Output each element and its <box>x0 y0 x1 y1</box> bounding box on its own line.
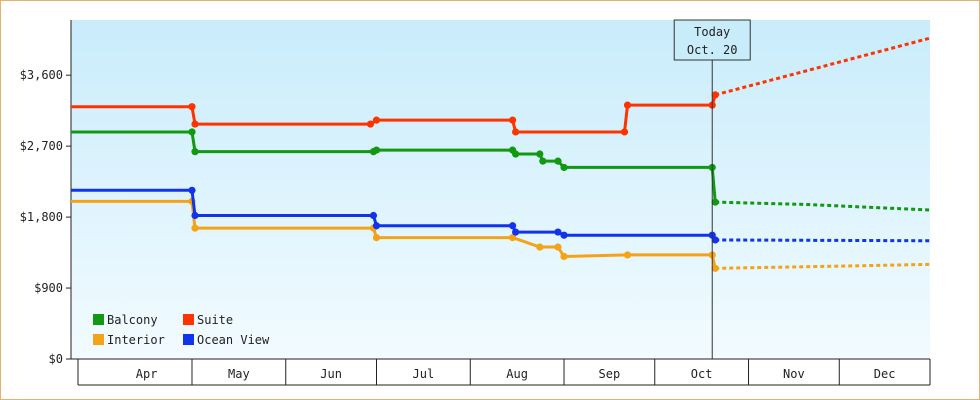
y-axis: $0 $900 $1,800 $2,700 $3,600 <box>20 20 72 366</box>
legend-label-interior: Interior <box>107 333 165 347</box>
legend: Balcony Suite Interior Ocean View <box>93 313 270 347</box>
data-point-balcony <box>512 150 520 158</box>
data-point-ocean-view <box>369 211 378 220</box>
legend-label-suite: Suite <box>197 313 233 327</box>
data-point-suite <box>620 128 629 136</box>
series-layer <box>71 36 931 272</box>
x-tick-label: Sep <box>599 367 621 381</box>
data-point-suite <box>191 120 199 128</box>
legend-swatch-ocean-view <box>183 334 194 345</box>
data-point-interior <box>508 233 517 242</box>
forecast-line-ocean-view <box>715 238 931 243</box>
data-point-balcony <box>188 128 196 136</box>
today-box <box>673 19 751 61</box>
data-point-interior <box>536 243 544 251</box>
y-tick-label: $3,600 <box>20 68 63 82</box>
data-point-balcony <box>191 148 199 156</box>
x-tick-label: Jul <box>413 367 435 381</box>
x-tick-label: Apr <box>136 367 158 381</box>
data-point-ocean-view <box>372 222 381 230</box>
data-point-ocean-view <box>560 231 568 239</box>
data-point-suite <box>372 116 381 124</box>
legend-label-ocean-view: Ocean View <box>197 333 270 347</box>
data-point-suite <box>366 120 375 128</box>
today-date: Oct. 20 <box>687 43 738 57</box>
forecast-line-interior <box>715 262 931 270</box>
data-point-interior <box>560 252 568 261</box>
data-point-interior <box>711 264 719 272</box>
data-point-ocean-view <box>508 222 517 230</box>
data-point-interior <box>191 224 199 232</box>
series-interior <box>71 197 931 272</box>
x-tick-label: Jun <box>320 367 342 381</box>
x-tick-label: Oct <box>691 367 713 381</box>
data-point-ocean-view <box>188 186 196 194</box>
data-point-suite <box>512 128 520 136</box>
data-point-balcony <box>539 157 547 165</box>
data-point-suite <box>188 103 196 111</box>
data-point-suite <box>623 101 632 109</box>
legend-label-balcony: Balcony <box>107 313 158 327</box>
data-point-balcony <box>372 146 381 154</box>
series-suite <box>71 36 931 136</box>
legend-swatch-interior <box>93 334 104 345</box>
legend-swatch-balcony <box>93 314 104 325</box>
x-tick-label: Dec <box>874 367 896 381</box>
y-tick-label: $0 <box>49 352 63 366</box>
data-point-suite <box>711 91 719 99</box>
x-tick-label: May <box>228 367 250 381</box>
y-tick-label: $900 <box>34 281 63 295</box>
series-ocean-view <box>71 186 931 244</box>
series-balcony <box>71 128 931 212</box>
forecast-line-suite <box>714 36 931 97</box>
x-tick-label: Aug <box>506 367 528 381</box>
data-point-balcony <box>536 150 544 158</box>
forecast-line-balcony <box>715 200 931 212</box>
data-point-ocean-view <box>191 211 199 220</box>
data-point-balcony <box>554 157 562 165</box>
data-point-interior <box>623 251 632 259</box>
data-point-interior <box>372 233 381 242</box>
y-tick-label: $2,700 <box>20 139 63 153</box>
data-point-balcony <box>560 163 568 172</box>
x-tick-label: Nov <box>783 367 805 381</box>
today-marker: Today Oct. 20 <box>673 19 751 359</box>
legend-swatch-suite <box>183 314 194 325</box>
data-point-ocean-view <box>711 236 719 244</box>
series-line-interior <box>71 199 717 269</box>
data-point-interior <box>554 243 562 251</box>
x-axis: Apr May Jun Jul Aug Sep Oct Nov Dec <box>71 358 931 386</box>
plot-area <box>71 20 930 359</box>
today-label: Today <box>694 25 730 39</box>
data-point-ocean-view <box>554 228 562 236</box>
y-tick-label: $1,800 <box>20 210 63 224</box>
data-point-suite <box>508 116 517 124</box>
data-point-balcony <box>711 198 719 206</box>
data-point-ocean-view <box>512 228 520 236</box>
